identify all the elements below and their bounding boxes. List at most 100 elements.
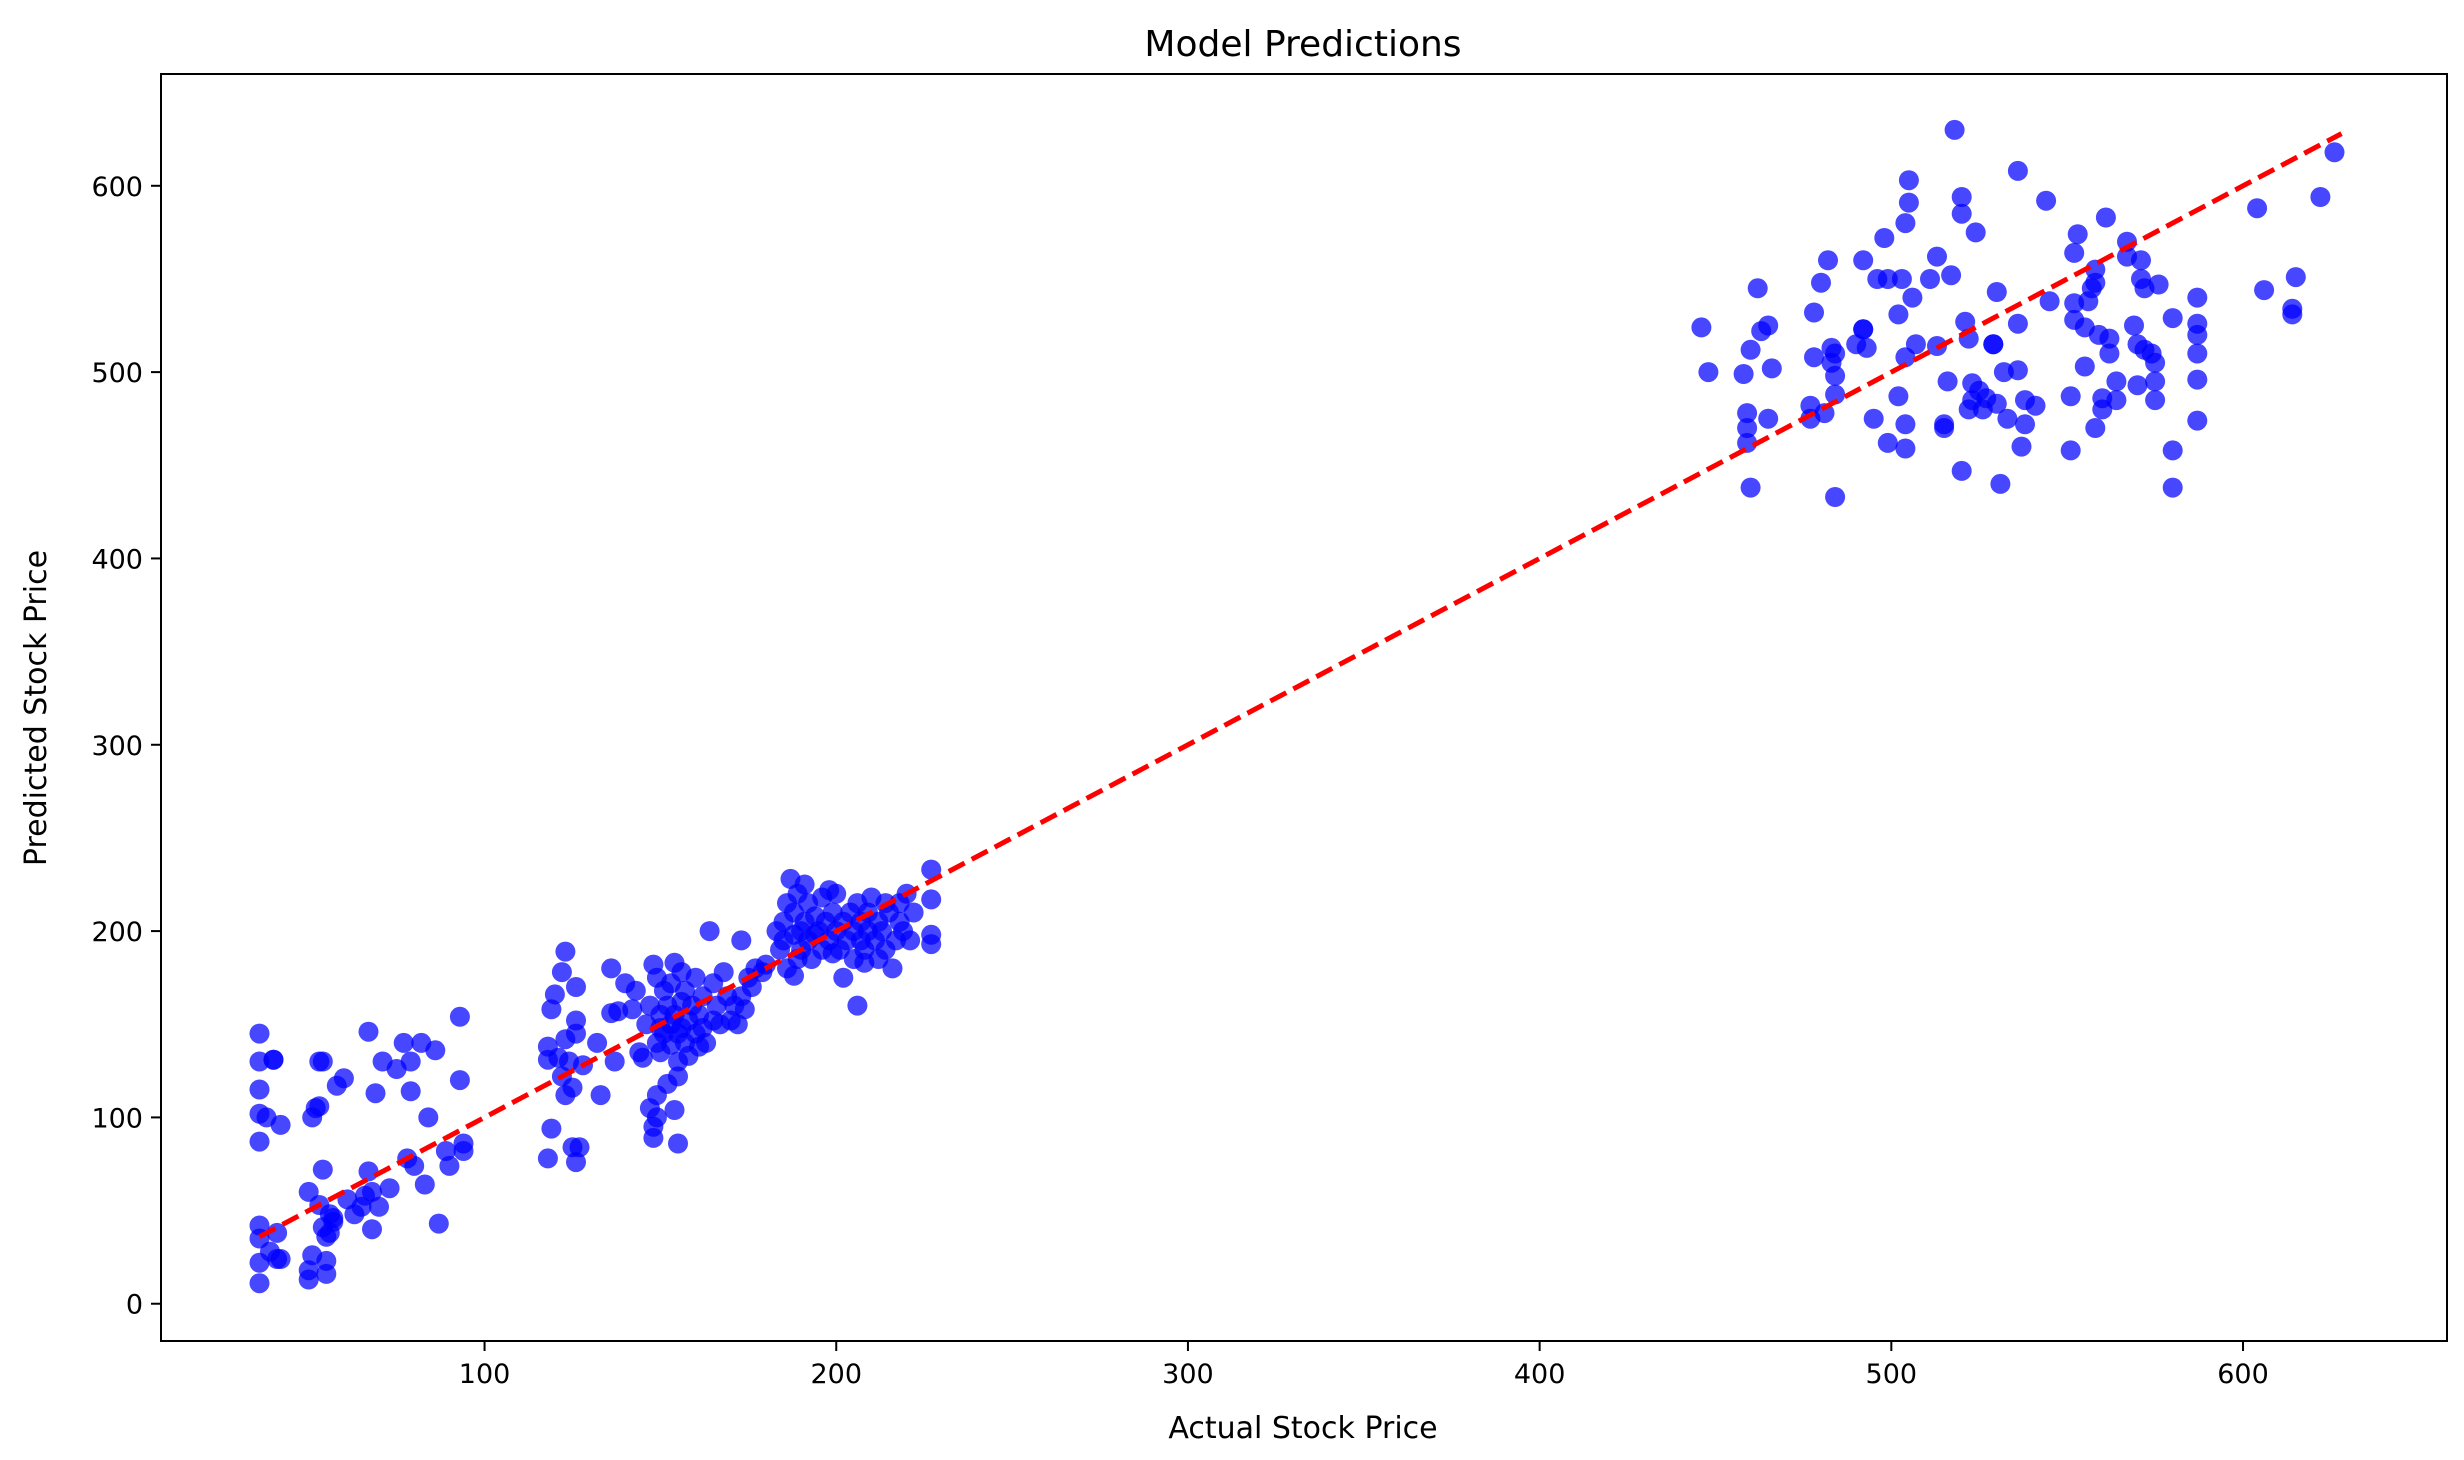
data-point [2015, 414, 2035, 435]
data-point [1951, 187, 1972, 207]
data-point [1986, 282, 2007, 302]
data-point [1804, 302, 1824, 323]
data-point [2007, 360, 2028, 381]
data-point [2092, 399, 2113, 420]
data-point [323, 1208, 344, 1228]
data-point [566, 977, 586, 997]
data-point [1804, 347, 1824, 368]
data-point [1986, 393, 2007, 414]
data-point [2145, 390, 2166, 411]
data-point [562, 1077, 583, 1098]
data-point [449, 1006, 470, 1027]
data-point [2282, 304, 2303, 325]
data-point [1853, 319, 1874, 340]
data-point [2145, 352, 2166, 373]
y-axis-ticks: 0 100 200 300 400 500 600 [91, 172, 161, 1321]
x-axis-ticks: 100 200 300 400 500 600 [459, 1341, 2269, 1390]
data-point [1902, 287, 1923, 308]
x-tick-label: 300 [1162, 1359, 1214, 1390]
data-point [1920, 269, 1940, 289]
data-point [731, 930, 752, 951]
data-point [2064, 242, 2085, 263]
data-point [2310, 187, 2331, 207]
data-point [2106, 371, 2127, 392]
data-point [622, 999, 643, 1020]
data-point [2085, 418, 2106, 438]
data-point [668, 1133, 688, 1154]
data-point [249, 1131, 270, 1152]
x-tick-label: 200 [810, 1359, 862, 1390]
data-point [2187, 324, 2208, 345]
data-point [309, 1096, 330, 1117]
data-point [794, 874, 815, 895]
chart-title: Model Predictions [1144, 24, 1461, 65]
data-point [2162, 308, 2183, 329]
data-point [921, 934, 942, 955]
data-point [900, 930, 921, 951]
data-point [1898, 170, 1919, 191]
data-point [2099, 328, 2120, 349]
data-point [2162, 440, 2183, 461]
data-point [1937, 371, 1958, 392]
data-point [1818, 250, 1838, 271]
data-point [646, 1107, 667, 1128]
data-point [921, 859, 942, 880]
data-point [2124, 315, 2144, 336]
data-point [1740, 339, 1761, 360]
data-point [2074, 356, 2095, 377]
data-point [379, 1178, 400, 1199]
data-point [2187, 369, 2208, 390]
data-point [1941, 265, 1962, 286]
data-point [428, 1213, 449, 1234]
data-point [1825, 384, 1846, 405]
data-point [632, 1047, 653, 1068]
data-point [847, 995, 868, 1016]
data-point [668, 1066, 688, 1087]
data-point [1951, 460, 1972, 481]
data-point [2162, 477, 2183, 498]
data-point [425, 1040, 446, 1061]
data-point [882, 958, 903, 979]
data-point [2007, 313, 2028, 334]
data-point [1905, 334, 1926, 355]
data-point [270, 1249, 291, 1269]
data-point [569, 1137, 590, 1158]
data-point [1874, 228, 1895, 248]
data-point [249, 1023, 270, 1044]
data-point [1747, 278, 1768, 299]
data-point [1737, 432, 1758, 453]
data-point [741, 977, 762, 997]
data-point [1944, 119, 1965, 140]
y-axis-label: Predicted Stock Price [19, 550, 54, 866]
data-point [1740, 477, 1761, 498]
data-point [833, 967, 854, 988]
data-point [541, 999, 562, 1020]
data-point [551, 962, 572, 983]
y-tick-label: 200 [91, 917, 143, 948]
data-point [2127, 375, 2148, 396]
data-point [2095, 207, 2116, 228]
data-point [590, 1085, 611, 1106]
data-point [1825, 487, 1846, 507]
data-point [541, 1118, 562, 1139]
data-point [439, 1155, 460, 1176]
data-point [2039, 291, 2060, 312]
data-point [1825, 343, 1846, 364]
data-point [2148, 274, 2169, 295]
data-point [249, 1273, 270, 1294]
data-point [358, 1161, 379, 1182]
data-point [362, 1181, 382, 1202]
data-point [1733, 364, 1754, 384]
data-point [1691, 317, 1712, 338]
data-point [1898, 192, 1919, 213]
data-point [333, 1068, 354, 1089]
data-point [362, 1219, 382, 1240]
data-point [316, 1250, 337, 1271]
data-point [734, 999, 755, 1020]
data-point [601, 958, 622, 979]
data-point [566, 1152, 586, 1173]
data-point [1811, 272, 1831, 293]
plot-frame [160, 73, 2448, 1342]
